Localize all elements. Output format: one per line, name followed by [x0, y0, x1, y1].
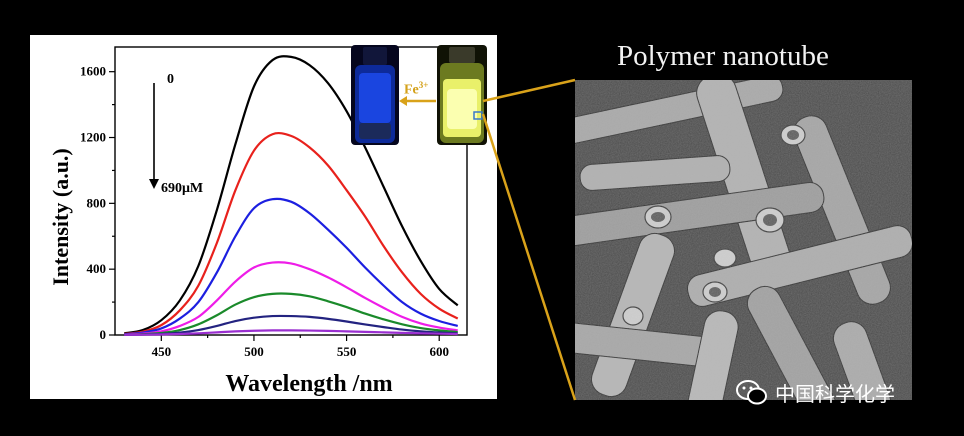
sem-micrograph: [545, 73, 913, 430]
y-tick-label: 400: [87, 261, 107, 276]
series-line-3: [124, 197, 459, 336]
plot-layer: 0 400 800 1200 1600 450 500 550 600: [80, 46, 468, 359]
y-tick-label: 1200: [80, 130, 106, 145]
x-tick-label: 450: [152, 344, 172, 359]
annotation-top: 0: [167, 72, 174, 87]
x-tick-label: 550: [337, 344, 357, 359]
series-line-5: [124, 292, 458, 336]
series-line-7: [124, 329, 458, 336]
annotation-bottom: 690μM: [161, 181, 203, 196]
series-line-4: [124, 261, 458, 336]
series-line-6: [124, 314, 458, 336]
chart-svg: 0 400 800 1200 1600 450 500 550 600 Intensity (a…: [48, 46, 468, 397]
watermark-text: 中国科学化学: [775, 381, 895, 406]
vial-image-quenched: [351, 45, 399, 145]
x-tick-label: 600: [429, 344, 449, 359]
trend-arrow-head: [149, 179, 159, 189]
y-tick-label: 800: [87, 195, 107, 210]
series-line-2: [124, 131, 459, 335]
fe-reagent-label: Fe3+: [404, 80, 429, 98]
plot-frame: [114, 46, 468, 336]
chart-panel: 0 400 800 1200 1600 450 500 550 600 Intensity (a…: [30, 35, 497, 399]
vial-image-fluorescent: [437, 45, 487, 145]
y-tick-label: 1600: [80, 64, 106, 79]
y-tick-label: 0: [100, 327, 107, 342]
x-axis-title: Wavelength /nm: [225, 371, 392, 397]
y-axis-title: Intensity (a.u.): [48, 148, 73, 286]
series-line-1: [124, 55, 459, 335]
wechat-icon: [736, 380, 767, 405]
sem-title: Polymer nanotube: [617, 40, 829, 72]
x-tick-label: 500: [244, 344, 264, 359]
watermark: 中国科学化学: [735, 374, 895, 410]
